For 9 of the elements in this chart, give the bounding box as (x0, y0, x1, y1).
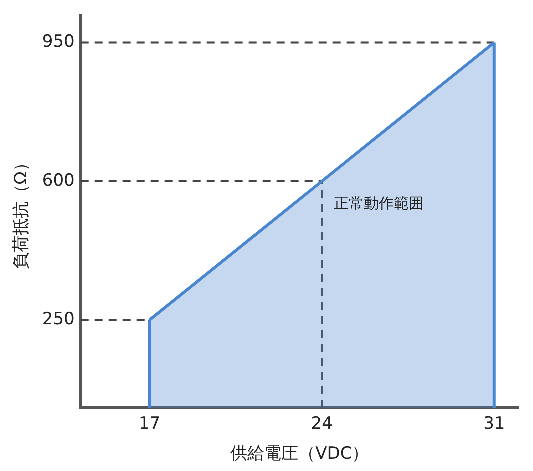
x-tick-label: 31 (484, 414, 506, 434)
x-tick-label: 24 (311, 414, 333, 434)
x-axis-title: 供給電圧（VDC） (230, 444, 370, 464)
y-axis-title: 負荷抵抗（Ω） (12, 154, 32, 270)
annotation: 正常動作範囲 (334, 194, 424, 212)
x-tick-label: 17 (138, 414, 161, 434)
y-tick-label: 250 (42, 310, 75, 330)
y-tick-label: 950 (42, 32, 75, 52)
y-tick-label: 600 (42, 170, 75, 191)
